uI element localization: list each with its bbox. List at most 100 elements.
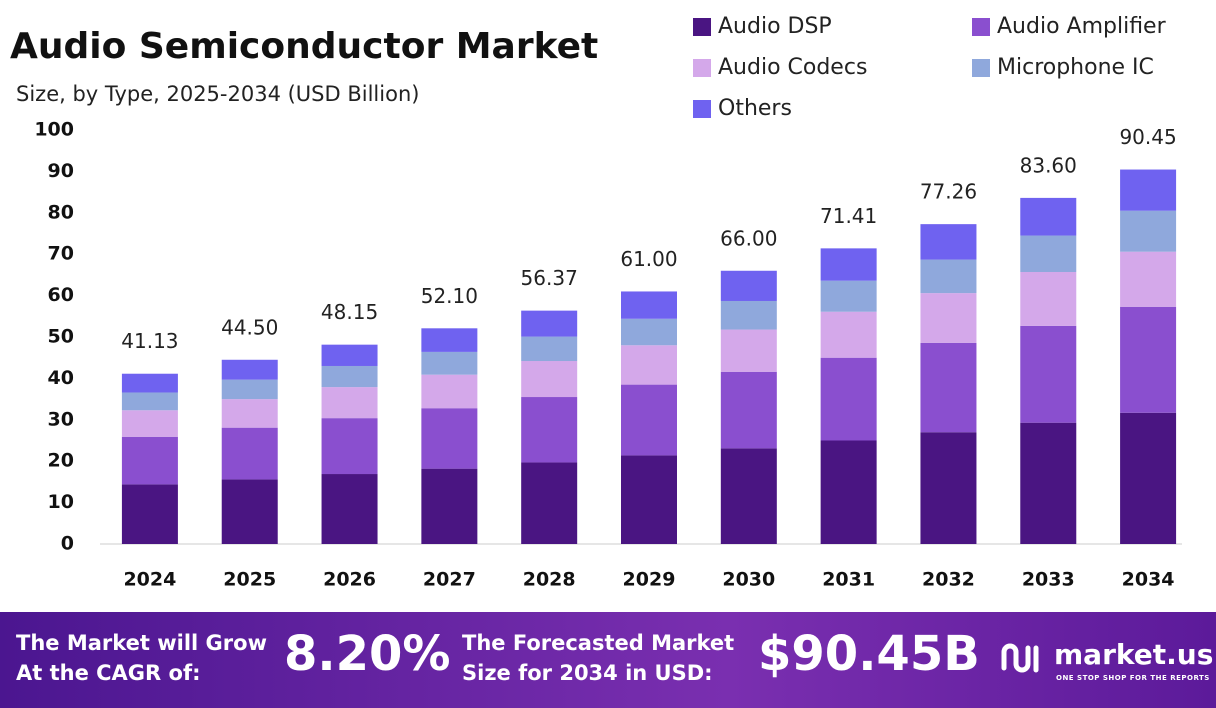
cagr-line: The Market will Grow — [16, 631, 267, 655]
legend-label: Others — [718, 96, 792, 121]
bar-segment — [521, 462, 578, 544]
bar-segment — [720, 329, 777, 372]
bar-segment — [1120, 169, 1177, 211]
bar-segment — [1120, 306, 1177, 413]
total-label: 52.10 — [421, 284, 478, 308]
bar-segment — [421, 351, 478, 375]
y-tick-label: 100 — [34, 119, 74, 141]
total-label: 66.00 — [720, 226, 777, 250]
legend-label: Audio Codecs — [718, 55, 867, 80]
bar-segment — [221, 427, 278, 480]
bar-segment — [321, 474, 378, 544]
brand: market.us — [1054, 638, 1214, 671]
total-label: 41.13 — [121, 329, 178, 353]
bar-segment — [720, 300, 777, 330]
cagr-line: At the CAGR of: — [16, 661, 201, 685]
legend-swatch — [693, 59, 711, 77]
total-label: 83.60 — [1020, 153, 1077, 177]
forecast-line: The Forecasted Market — [462, 631, 735, 655]
bar-segment — [1120, 210, 1177, 252]
bar-segment — [820, 311, 877, 358]
bar-segment — [1020, 272, 1077, 326]
legend-swatch — [693, 100, 711, 118]
bar-segment — [820, 280, 877, 312]
chart: Audio Semiconductor Market Size, by Type… — [10, 14, 1182, 591]
total-label: 44.50 — [221, 315, 278, 339]
bar-segment — [920, 293, 977, 343]
bar-segment — [820, 440, 877, 544]
chart-subtitle: Size, by Type, 2025-2034 (USD Billion) — [16, 82, 419, 106]
bar-segment — [421, 468, 478, 544]
bar-segment — [920, 432, 977, 544]
bar-segment — [621, 345, 677, 385]
bar-segment — [421, 408, 478, 469]
forecast-line: Size for 2034 in USD: — [462, 661, 713, 685]
chart-title: Audio Semiconductor Market — [10, 26, 598, 67]
legend-label: Audio Amplifier — [997, 14, 1167, 39]
total-label: 77.26 — [920, 180, 977, 204]
x-tick-label: 2029 — [623, 569, 676, 591]
legend-label: Microphone IC — [997, 55, 1154, 80]
y-tick-label: 60 — [48, 284, 74, 306]
x-tick-label: 2025 — [223, 569, 276, 591]
bar-segment — [621, 384, 677, 456]
tagline: ONE STOP SHOP FOR THE REPORTS — [1056, 674, 1210, 682]
bar-segment — [421, 328, 478, 352]
bar-segment — [1020, 235, 1077, 273]
bar-segment — [820, 248, 877, 281]
bar-segment — [321, 344, 378, 366]
x-tick-label: 2028 — [523, 569, 576, 591]
x-tick-label: 2027 — [423, 569, 476, 591]
x-tick-label: 2030 — [722, 569, 775, 591]
cagr-value: 8.20% — [284, 626, 451, 682]
x-tick-label: 2034 — [1122, 569, 1175, 591]
bar-segment — [720, 371, 777, 449]
y-tick-label: 80 — [48, 201, 74, 223]
bar-segment — [1020, 325, 1077, 423]
bar-segment — [1120, 251, 1177, 307]
total-label: 61.00 — [620, 247, 677, 271]
x-tick-label: 2026 — [323, 569, 376, 591]
bar-segment — [820, 357, 877, 441]
total-label: 48.15 — [321, 300, 378, 324]
bar-segment — [1020, 422, 1077, 544]
bar-segment — [121, 410, 178, 437]
bar-segment — [521, 336, 578, 362]
bar-segment — [720, 448, 777, 544]
x-tick-label: 2033 — [1022, 569, 1075, 591]
x-tick-label: 2032 — [922, 569, 975, 591]
bar-segment — [121, 484, 178, 544]
bar-segment — [621, 455, 677, 544]
legend-swatch — [972, 18, 990, 36]
bar-segment — [421, 374, 478, 409]
y-tick-label: 50 — [48, 326, 74, 348]
bar-segment — [221, 379, 278, 400]
total-label: 56.37 — [521, 266, 578, 290]
bar-segment — [321, 387, 378, 419]
bar-segment — [121, 373, 178, 393]
y-tick-label: 20 — [48, 450, 74, 472]
bar-segment — [221, 399, 278, 428]
y-tick-label: 40 — [48, 367, 74, 389]
y-tick-label: 90 — [48, 160, 74, 182]
legend-label: Audio DSP — [718, 14, 832, 39]
bar-segment — [121, 392, 178, 411]
bar-segment — [920, 259, 977, 294]
legend-swatch — [693, 18, 711, 36]
bar-segment — [720, 270, 777, 301]
forecast-text: The Forecasted Market Size for 2034 in US… — [462, 628, 734, 688]
bar-segment — [321, 418, 378, 475]
bar-segment — [221, 479, 278, 544]
y-tick-label: 10 — [48, 491, 74, 513]
legend-swatch — [972, 59, 990, 77]
bar-segment — [1020, 197, 1077, 236]
total-label: 90.45 — [1119, 125, 1176, 149]
bar-segment — [521, 310, 578, 337]
y-tick-label: 30 — [48, 408, 74, 430]
bar-segment — [521, 361, 578, 398]
cagr-text: The Market will Grow At the CAGR of: — [16, 628, 267, 688]
footer-banner: The Market will Grow At the CAGR of: 8.20… — [0, 612, 1216, 708]
bar-segment — [621, 291, 677, 319]
bar-segment — [321, 365, 378, 388]
